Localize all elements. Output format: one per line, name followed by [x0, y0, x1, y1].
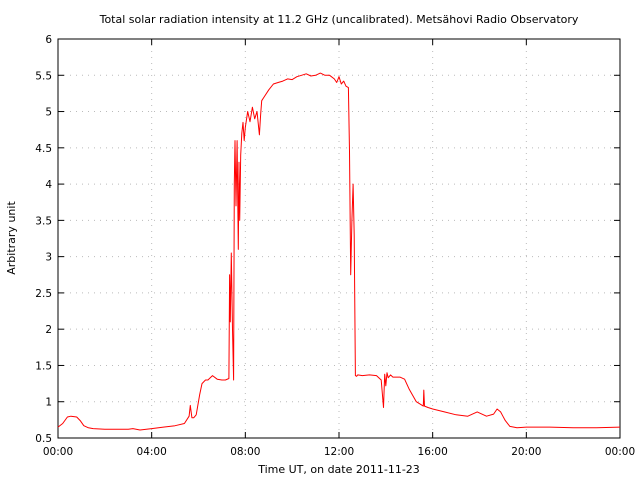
y-tick-label: 2.5: [35, 288, 52, 300]
y-tick-label: 5.5: [35, 70, 52, 82]
y-tick-label: 0.5: [35, 433, 52, 445]
axis-ticks: 00:00 04:00 08:00 12:00 16:00 20:00 00:000.511…: [35, 34, 635, 458]
plot-frame: [57, 38, 621, 439]
x-tick-label: 08:00: [230, 446, 260, 458]
y-tick-label: 1: [45, 397, 52, 409]
x-tick-label: 20:00: [511, 446, 541, 458]
x-tick-label: 04:00: [137, 446, 167, 458]
y-tick-label: 3.5: [35, 215, 52, 227]
series-line: [57, 72, 621, 431]
y-tick-label: 5: [45, 107, 52, 119]
chart-title: Total solar radiation intensity at 11.2 …: [99, 13, 579, 26]
y-axis-label: Arbitrary unit: [5, 201, 18, 275]
series-layer: [57, 72, 621, 431]
x-tick-label: 12:00: [324, 446, 354, 458]
x-tick-label: 16:00: [418, 446, 448, 458]
grid-lines: [58, 39, 620, 438]
y-tick-label: 4: [45, 179, 52, 191]
y-tick-label: 2: [45, 324, 52, 336]
y-tick-label: 3: [45, 252, 52, 264]
y-tick-label: 1.5: [35, 360, 52, 372]
x-tick-label: 00:00: [43, 446, 73, 458]
x-tick-label: 00:00: [605, 446, 635, 458]
x-axis-label: Time UT, on date 2011-11-23: [257, 463, 420, 476]
y-tick-label: 4.5: [35, 143, 52, 155]
y-tick-label: 6: [45, 34, 52, 46]
